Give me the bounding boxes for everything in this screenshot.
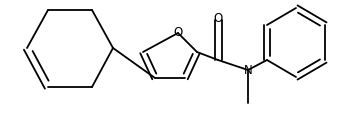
Text: N: N — [244, 64, 252, 76]
Text: O: O — [214, 12, 223, 25]
Text: O: O — [173, 27, 183, 39]
